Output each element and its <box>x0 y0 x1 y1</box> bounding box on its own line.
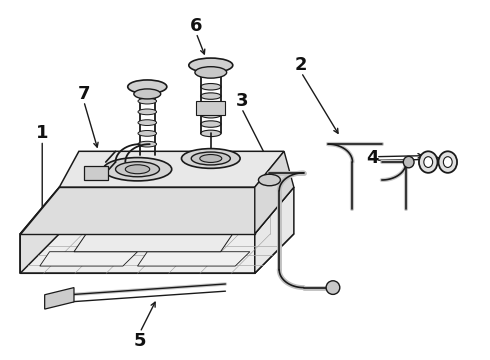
Polygon shape <box>59 209 143 230</box>
Ellipse shape <box>103 158 172 181</box>
Polygon shape <box>138 252 250 266</box>
Ellipse shape <box>138 98 157 104</box>
Polygon shape <box>196 101 225 116</box>
Ellipse shape <box>200 154 222 162</box>
Ellipse shape <box>116 162 159 177</box>
Ellipse shape <box>200 84 221 90</box>
Text: 1: 1 <box>36 125 49 143</box>
Ellipse shape <box>443 157 452 167</box>
Polygon shape <box>20 187 255 234</box>
Ellipse shape <box>200 93 221 99</box>
Text: 7: 7 <box>77 85 90 103</box>
Ellipse shape <box>138 120 157 126</box>
Ellipse shape <box>200 130 221 136</box>
Ellipse shape <box>326 281 340 294</box>
Ellipse shape <box>138 131 157 136</box>
Polygon shape <box>45 288 74 309</box>
Ellipse shape <box>138 109 157 115</box>
Ellipse shape <box>125 165 150 174</box>
Polygon shape <box>20 187 294 234</box>
Ellipse shape <box>200 121 221 127</box>
Ellipse shape <box>200 102 221 109</box>
Text: 3: 3 <box>235 92 248 110</box>
Ellipse shape <box>189 58 233 72</box>
Text: 2: 2 <box>295 56 307 74</box>
Ellipse shape <box>134 89 161 99</box>
Polygon shape <box>40 252 138 266</box>
Text: 4: 4 <box>366 149 378 167</box>
Ellipse shape <box>128 80 167 94</box>
Polygon shape <box>20 187 59 273</box>
Polygon shape <box>84 166 108 180</box>
Ellipse shape <box>419 151 438 173</box>
Text: 6: 6 <box>190 17 202 35</box>
Polygon shape <box>255 151 294 234</box>
Ellipse shape <box>195 67 227 78</box>
Ellipse shape <box>191 152 230 165</box>
Ellipse shape <box>403 156 414 168</box>
Polygon shape <box>20 234 255 273</box>
Ellipse shape <box>200 112 221 118</box>
Ellipse shape <box>439 151 457 173</box>
Ellipse shape <box>258 174 280 186</box>
Polygon shape <box>59 151 284 187</box>
Polygon shape <box>74 230 235 252</box>
Polygon shape <box>147 209 230 230</box>
Ellipse shape <box>181 149 240 168</box>
Ellipse shape <box>424 157 433 167</box>
Text: 5: 5 <box>134 332 146 350</box>
Ellipse shape <box>138 141 157 147</box>
Polygon shape <box>255 187 294 273</box>
Polygon shape <box>20 234 294 273</box>
